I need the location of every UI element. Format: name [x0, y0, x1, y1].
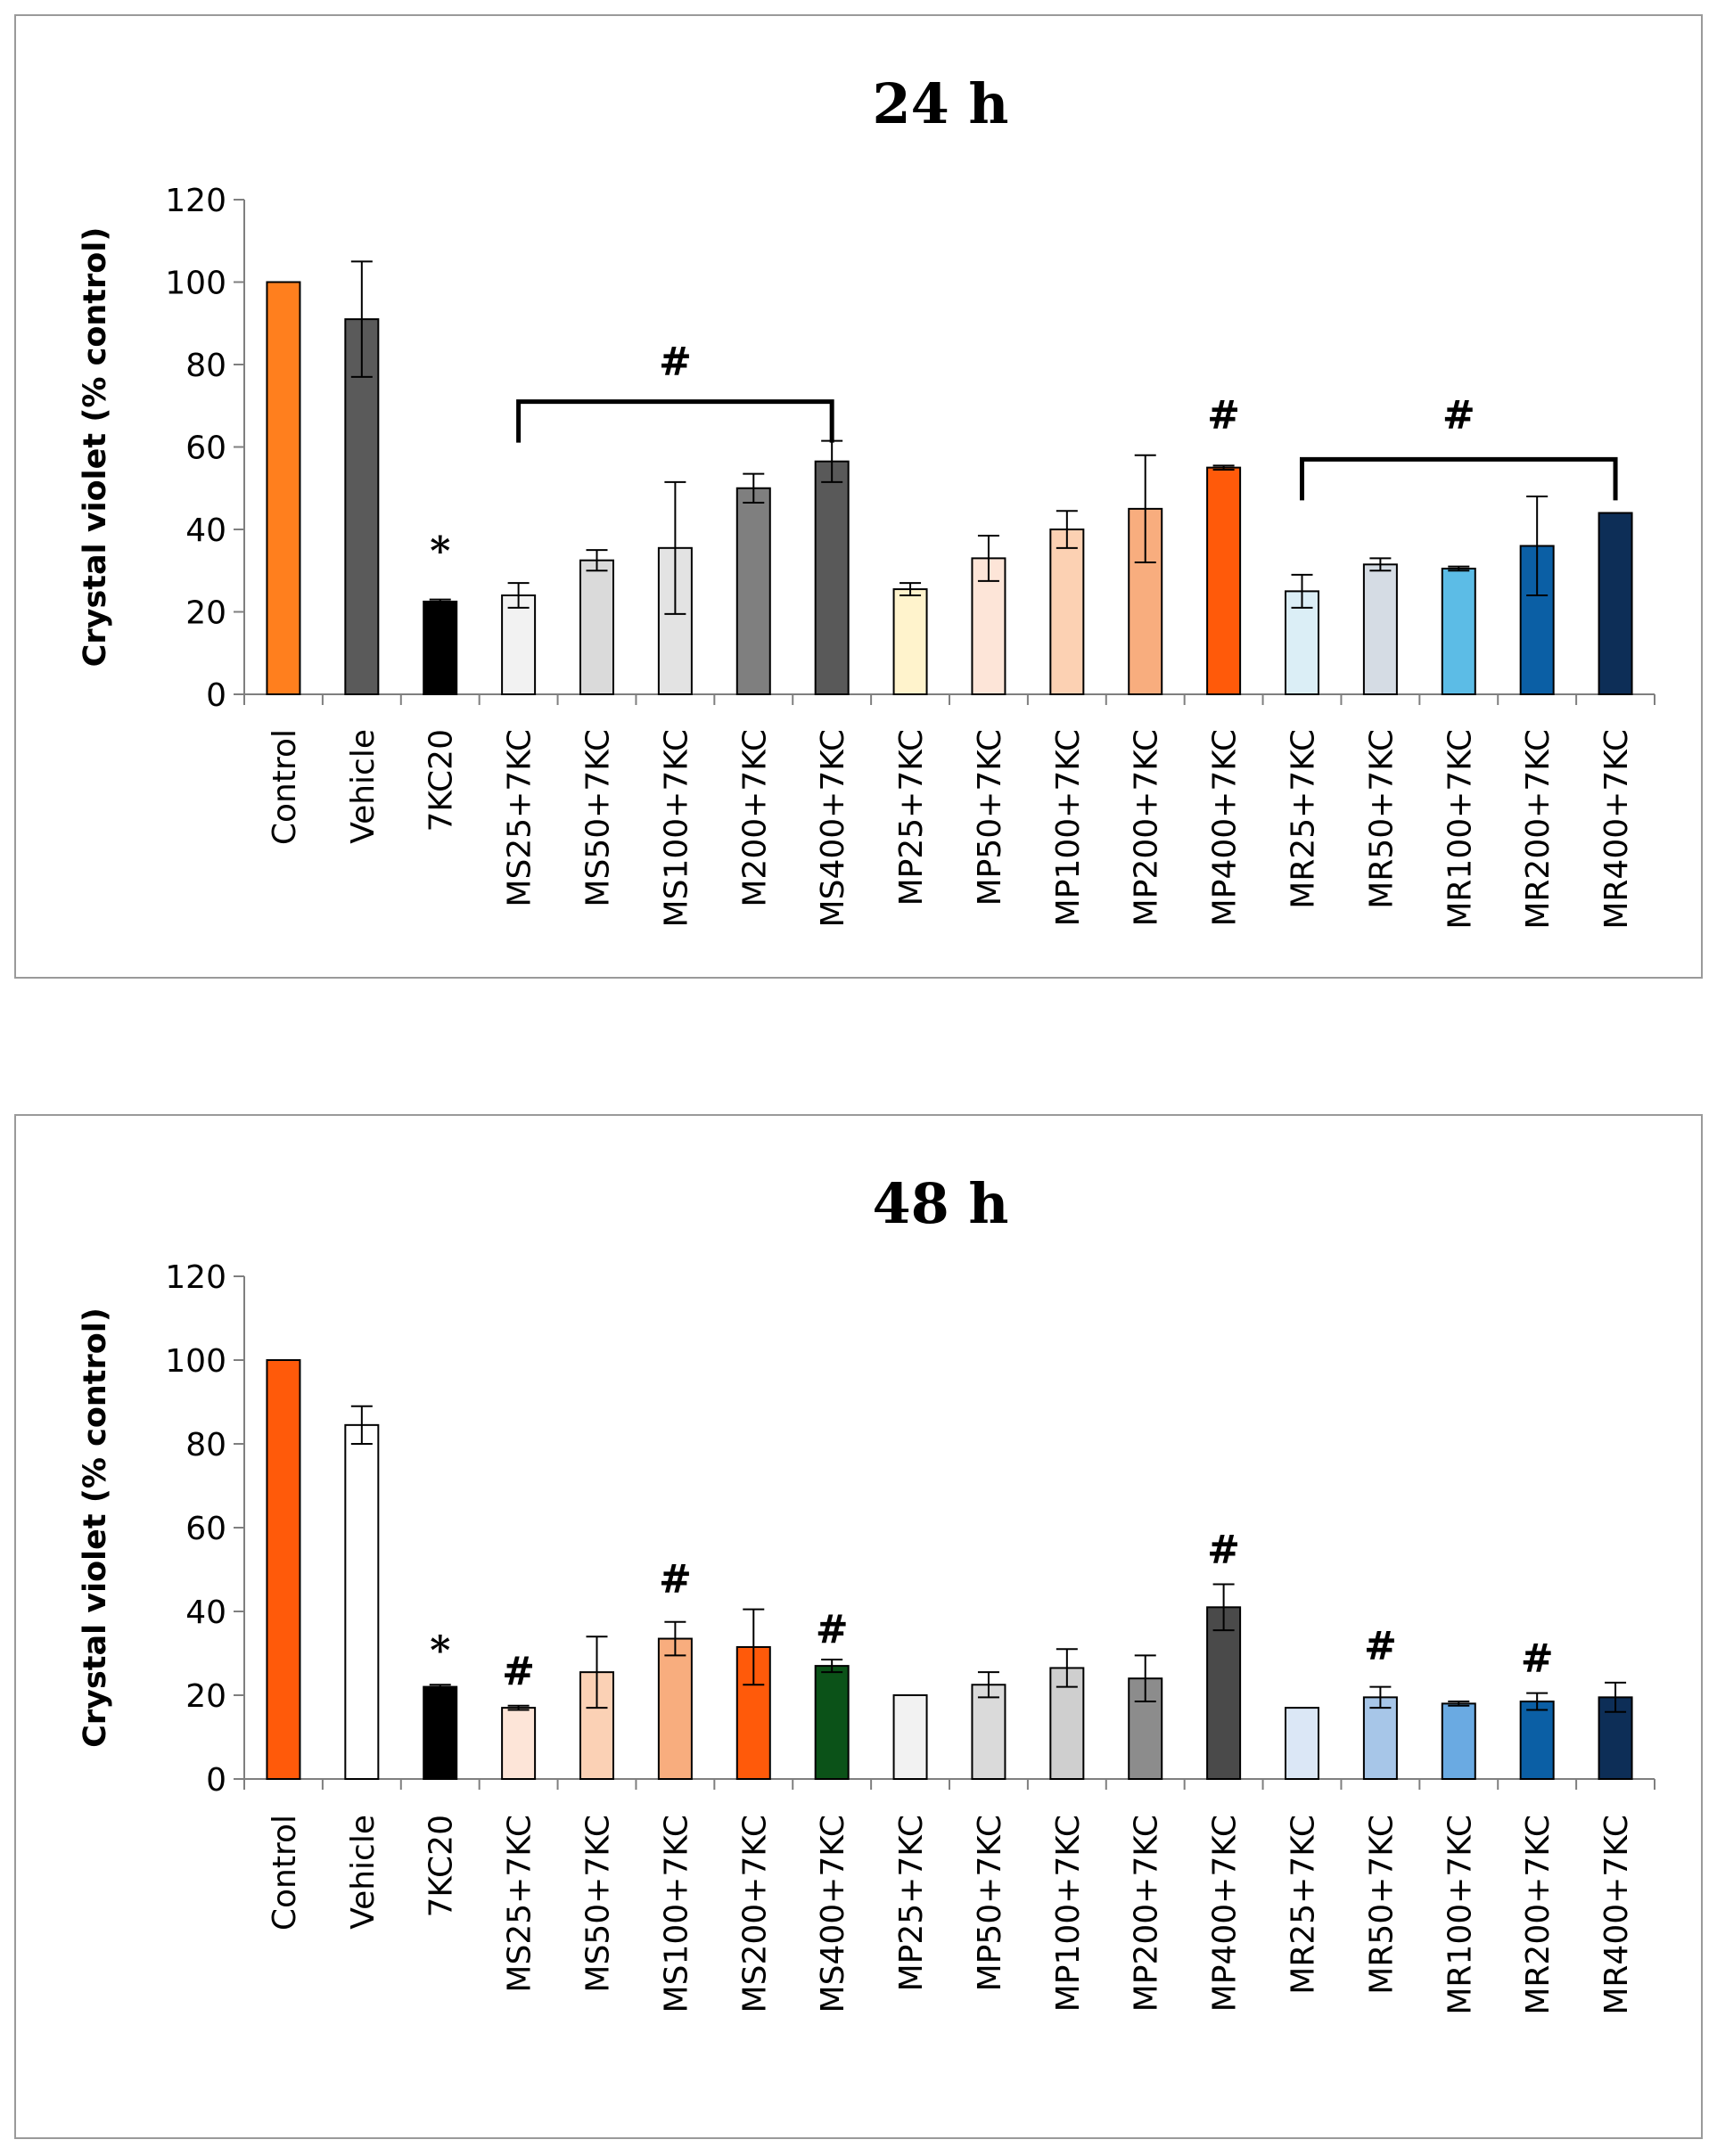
- chart-title: 24 h: [873, 71, 1009, 136]
- bar-MR100+7KC: [1441, 1702, 1476, 1781]
- y-tick-label: 0: [206, 677, 226, 714]
- bar-MS25+7KC: [501, 594, 537, 695]
- category-label: Vehicle: [345, 1815, 382, 1930]
- category-label: MP25+7KC: [893, 1815, 930, 1991]
- chart-panel-24h: 24 h Crystal violet (% control) 0 20 40 60 80 1…: [14, 14, 1703, 979]
- category-label: MR100+7KC: [1442, 729, 1478, 930]
- bar-7KC20: [423, 1685, 458, 1780]
- y-tick-label: 100: [165, 266, 226, 302]
- category-label: MS50+7KC: [580, 1815, 617, 1993]
- category-label: MR25+7KC: [1286, 729, 1322, 909]
- category-label: MR400+7KC: [1598, 729, 1635, 930]
- significance-marker: #: [502, 1649, 535, 1694]
- category-label: MS100+7KC: [658, 729, 694, 927]
- chart-panel-48h: 48 h Crystal violet (% control) 0 20 40 60 80 1…: [14, 1114, 1703, 2139]
- category-label: MR400+7KC: [1598, 1815, 1635, 2015]
- category-label: Control: [267, 1815, 303, 1931]
- significance-marker: #: [1442, 393, 1475, 439]
- y-tick-label: 80: [185, 1427, 226, 1463]
- category-label: MS400+7KC: [815, 729, 851, 927]
- y-tick-label: 0: [206, 1762, 226, 1799]
- category-label: MR100+7KC: [1442, 1815, 1478, 2015]
- bar-7KC20: [423, 600, 458, 695]
- category-label: MS200+7KC: [736, 1815, 773, 2013]
- y-axis-label: Crystal violet (% control): [78, 227, 113, 668]
- y-tick-label: 80: [185, 348, 226, 384]
- chart-24h: 24 h Crystal violet (% control) 0 20 40 60 80 1…: [78, 71, 1655, 930]
- bar-MS50+7KC: [579, 559, 614, 695]
- bar-Control: [266, 1359, 301, 1780]
- bar-MP50+7KC: [971, 1684, 1006, 1780]
- bar-MS100+7KC: [657, 1637, 693, 1780]
- significance-marker: #: [1521, 1636, 1554, 1682]
- y-tick-label: 60: [185, 1511, 226, 1547]
- category-label: MR200+7KC: [1520, 1815, 1557, 2015]
- bar-M200+7KC: [735, 487, 771, 695]
- significance-marker: #: [1207, 393, 1240, 439]
- significance-marker: #: [659, 1556, 692, 1602]
- significance-marker: #: [1207, 1528, 1240, 1573]
- category-label: MP100+7KC: [1050, 1815, 1087, 2012]
- y-tick-label: 120: [165, 1259, 226, 1296]
- bar-MR50+7KC: [1362, 563, 1398, 695]
- category-label: MP400+7KC: [1207, 729, 1244, 926]
- category-label: MP200+7KC: [1129, 1815, 1165, 2012]
- category-label: MP100+7KC: [1050, 729, 1087, 926]
- significance-bracket: [516, 399, 834, 443]
- category-label: MR25+7KC: [1286, 1815, 1322, 1995]
- bar-MR400+7KC: [1598, 512, 1633, 695]
- category-label: MR50+7KC: [1363, 729, 1400, 909]
- category-label: MP200+7KC: [1129, 729, 1165, 926]
- category-label: MS100+7KC: [658, 1815, 694, 2013]
- category-label: Control: [267, 729, 303, 845]
- y-tick-label: 60: [185, 430, 226, 467]
- bar-MR200+7KC: [1519, 1701, 1555, 1780]
- bar-MP25+7KC: [892, 1694, 928, 1780]
- y-tick-label: 100: [165, 1343, 226, 1380]
- y-tick-label: 120: [165, 183, 226, 219]
- category-label: MP400+7KC: [1207, 1815, 1244, 2012]
- significance-marker: #: [816, 1607, 849, 1652]
- bar-MR50+7KC: [1362, 1696, 1398, 1780]
- bar-Vehicle: [344, 1423, 380, 1780]
- bar-MS25+7KC: [501, 1707, 537, 1780]
- category-label: 7KC20: [423, 729, 460, 832]
- y-tick-label: 40: [185, 512, 226, 549]
- bar-MP25+7KC: [892, 588, 928, 695]
- y-tick-label: 20: [185, 595, 226, 632]
- category-label: M200+7KC: [736, 729, 773, 907]
- category-label: MP50+7KC: [972, 729, 1008, 906]
- bar-MP400+7KC: [1206, 466, 1242, 695]
- bar-MS400+7KC: [814, 1665, 850, 1780]
- category-label: MR50+7KC: [1363, 1815, 1400, 1995]
- significance-marker: #: [659, 339, 692, 384]
- category-label: MS25+7KC: [502, 1815, 538, 1993]
- significance-marker: #: [1364, 1624, 1397, 1669]
- category-label: MS400+7KC: [815, 1815, 851, 2013]
- category-label: MP25+7KC: [893, 729, 930, 906]
- category-label: MP50+7KC: [972, 1815, 1008, 1991]
- y-tick-label: 40: [185, 1594, 226, 1631]
- bar-MP400+7KC: [1206, 1606, 1242, 1780]
- chart-48h: 48 h Crystal violet (% control) 0 20 40 60 80 1…: [78, 1171, 1655, 2015]
- y-axis-label: Crystal violet (% control): [78, 1308, 113, 1748]
- category-label: MS50+7KC: [580, 729, 617, 907]
- significance-marker: *: [430, 529, 450, 574]
- category-label: 7KC20: [423, 1815, 460, 1918]
- category-label: MR200+7KC: [1520, 729, 1557, 930]
- bar-MS400+7KC: [814, 460, 850, 695]
- bar-Vehicle: [344, 318, 380, 695]
- category-label: Vehicle: [345, 729, 382, 844]
- bar-Control: [266, 281, 301, 695]
- category-label: MS25+7KC: [502, 729, 538, 907]
- bar-MR100+7KC: [1441, 567, 1476, 695]
- significance-bracket: [1300, 456, 1618, 501]
- chart-title: 48 h: [873, 1171, 1009, 1236]
- bar-MR25+7KC: [1285, 1707, 1319, 1780]
- y-tick-label: 20: [185, 1678, 226, 1715]
- bar-MP100+7KC: [1049, 529, 1085, 695]
- significance-marker: *: [430, 1627, 450, 1673]
